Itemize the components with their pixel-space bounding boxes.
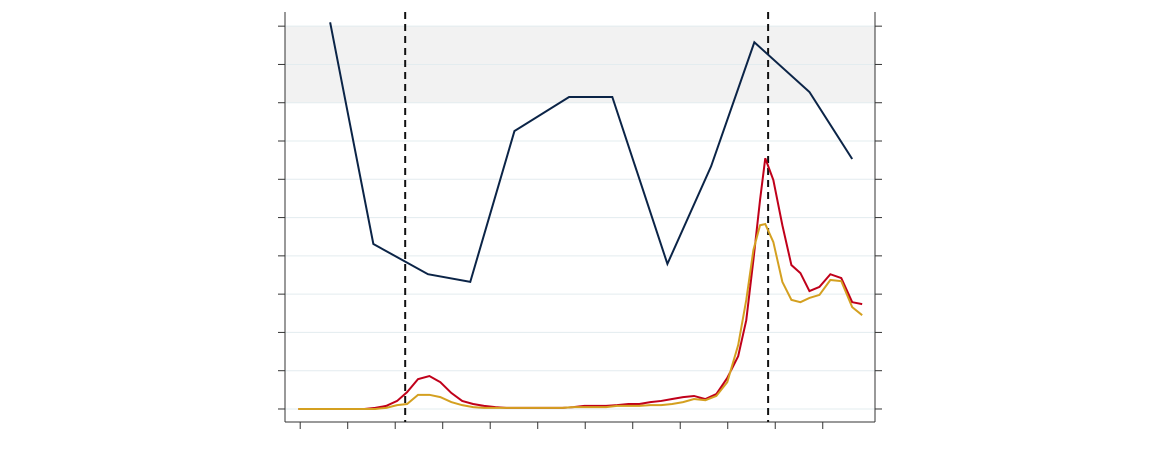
series-line — [298, 222, 863, 410]
series-line — [298, 157, 863, 410]
series-line — [329, 22, 854, 284]
